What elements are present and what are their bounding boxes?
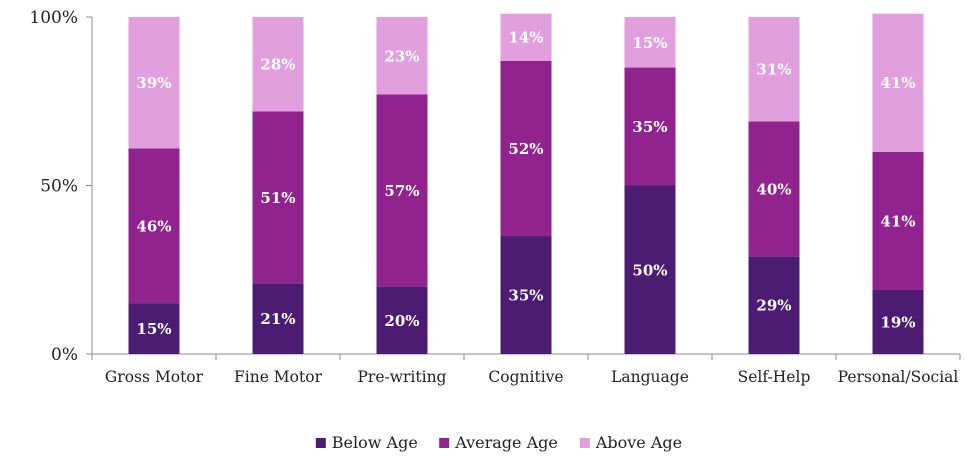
data-label-average-age-self-help: 40%: [756, 180, 791, 198]
bar-below-age-language: [624, 185, 676, 354]
legend-swatch-average-age: [439, 438, 450, 448]
data-label-average-age-gross-motor: 46%: [136, 217, 171, 235]
bar-average-age-cognitive: [500, 60, 552, 237]
x-category-label: Gross Motor: [105, 368, 204, 386]
bar-below-age-self-help: [748, 256, 800, 354]
data-label-average-age-language: 35%: [632, 118, 667, 136]
data-label-below-age-self-help: 29%: [756, 297, 791, 315]
legend-label-below-age: Below Age: [332, 433, 418, 452]
data-label-above-age-cognitive: 14%: [508, 29, 543, 47]
legend-swatch-above-age: [579, 438, 590, 448]
data-labels: 15% 46% 39% 21% 51% 28% 20% 57% 23% 35% 52% 14% 50% 3…: [136, 29, 915, 339]
data-label-below-age-language: 50%: [632, 261, 667, 279]
bar-below-age-personal-social: [872, 289, 924, 354]
data-label-average-age-fine-motor: 51%: [260, 189, 295, 207]
bar-below-age-pre-writing: [376, 286, 428, 354]
data-label-below-age-cognitive: 35%: [508, 287, 543, 305]
x-category-label: Cognitive: [488, 368, 563, 386]
data-label-below-age-fine-motor: 21%: [260, 310, 295, 328]
legend: Below Age Average Age Above Age: [315, 433, 682, 452]
bar-above-age-pre-writing: [376, 17, 428, 95]
bar-below-age-gross-motor: [128, 303, 180, 354]
data-label-above-age-personal-social: 41%: [880, 74, 915, 92]
data-label-above-age-pre-writing: 23%: [384, 47, 419, 65]
y-tick-label: 0%: [51, 345, 78, 365]
data-label-below-age-gross-motor: 15%: [136, 320, 171, 338]
x-category-label: Pre-writing: [358, 368, 447, 386]
legend-label-average-age: Average Age: [454, 433, 558, 452]
x-category-label: Personal/Social: [838, 368, 959, 386]
y-tick-label: 50%: [40, 177, 78, 197]
legend-label-above-age: Above Age: [595, 433, 682, 452]
data-label-below-age-personal-social: 19%: [880, 313, 915, 331]
bar-above-age-self-help: [748, 17, 800, 122]
bar-below-age-fine-motor: [252, 283, 304, 354]
legend-swatch-below-age: [315, 438, 326, 448]
bar-above-age-personal-social: [872, 13, 924, 152]
bar-above-age-cognitive: [500, 13, 552, 61]
bar-average-age-language: [624, 67, 676, 186]
bar-above-age-fine-motor: [252, 17, 304, 112]
data-label-average-age-personal-social: 41%: [880, 212, 915, 230]
bar-average-age-pre-writing: [376, 94, 428, 287]
tick-labels: 0% 50% 100% Gross Motor Fine Motor Pre-writin…: [29, 8, 958, 386]
bar-above-age-language: [624, 17, 676, 68]
data-label-below-age-pre-writing: 20%: [384, 312, 419, 330]
bar-average-age-personal-social: [872, 151, 924, 290]
bar-above-age-gross-motor: [128, 17, 180, 149]
bar-average-age-gross-motor: [128, 148, 180, 304]
data-label-above-age-language: 15%: [632, 34, 667, 52]
bar-average-age-self-help: [748, 121, 800, 257]
x-category-label: Fine Motor: [234, 368, 323, 386]
data-label-average-age-cognitive: 52%: [508, 140, 543, 158]
bar-average-age-fine-motor: [252, 111, 304, 284]
data-label-above-age-fine-motor: 28%: [260, 56, 295, 74]
bar-below-age-cognitive: [500, 236, 552, 354]
data-label-above-age-self-help: 31%: [756, 61, 791, 79]
x-category-label: Self-Help: [738, 368, 811, 386]
data-label-above-age-gross-motor: 39%: [136, 74, 171, 92]
y-tick-label: 100%: [29, 8, 78, 28]
x-category-label: Language: [611, 368, 689, 386]
data-label-average-age-pre-writing: 57%: [384, 182, 419, 200]
bars: [128, 13, 924, 354]
